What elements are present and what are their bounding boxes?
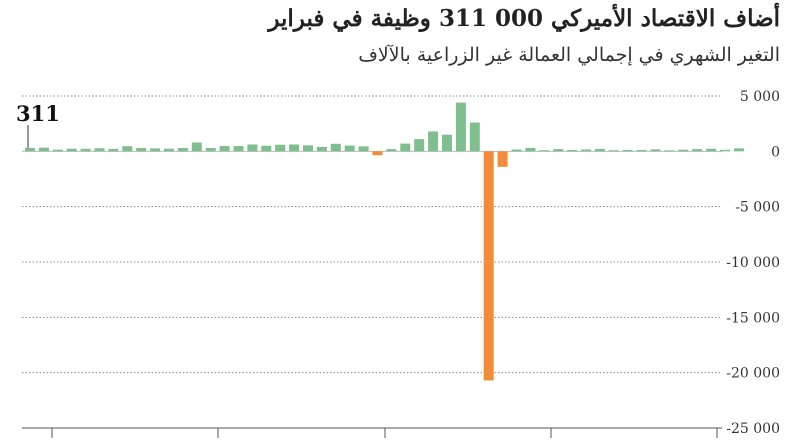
y-tick-label: -5 000 [735, 200, 780, 216]
bar [664, 150, 675, 152]
bar [261, 145, 272, 152]
bar [344, 145, 355, 152]
bar [177, 148, 188, 152]
y-tick-label: -20 000 [726, 366, 780, 382]
bar [191, 142, 202, 152]
bar [372, 151, 383, 156]
bar [706, 148, 717, 152]
bar [733, 148, 744, 152]
bar [94, 148, 105, 152]
bar [567, 150, 578, 152]
bar [275, 144, 286, 152]
bar [539, 150, 550, 152]
bar [219, 146, 230, 152]
bar [164, 148, 174, 152]
y-tick-label: 5 000 [740, 89, 780, 105]
y-tick-label: 0 [771, 144, 780, 160]
bar [400, 143, 411, 152]
bar [442, 134, 452, 152]
bar [622, 149, 633, 152]
bar [289, 144, 300, 152]
y-tick-label: -25 000 [726, 421, 780, 437]
bar [511, 149, 522, 152]
bar [247, 144, 258, 152]
y-tick-label: -15 000 [726, 310, 780, 326]
bar [358, 146, 369, 152]
bar [386, 149, 397, 152]
chart-subtitle: التغير الشهري في إجمالي العمالة غير الزر… [358, 44, 780, 66]
bar [414, 139, 425, 152]
bar [553, 149, 564, 152]
bar [108, 148, 119, 152]
bar [205, 148, 216, 152]
x-axis [22, 427, 722, 438]
bar [636, 150, 647, 152]
bar [52, 149, 63, 152]
bar [25, 147, 35, 152]
bar [720, 149, 730, 152]
annotation-label: 311 [16, 101, 60, 126]
bar [233, 146, 244, 152]
bar [497, 151, 508, 167]
bar [428, 131, 439, 152]
bar [66, 148, 77, 152]
bar [678, 149, 689, 152]
bar [150, 148, 161, 152]
bar [38, 147, 49, 152]
bars [25, 102, 744, 381]
grid-lines [22, 95, 722, 429]
chart-title: أضاف الاقتصاد الأميركي 000 311 وظيفة في … [268, 5, 780, 32]
bar [581, 149, 591, 152]
bar [608, 150, 619, 152]
bar [692, 149, 703, 152]
y-tick-label: -10 000 [726, 255, 780, 271]
bar [594, 148, 605, 152]
bar [650, 149, 661, 152]
bar [469, 122, 480, 152]
bar [455, 102, 466, 152]
y-axis-labels: 5 000 0 -5 000 -10 000 -15 000 -20 000 -25 000 [726, 89, 780, 437]
bar [80, 148, 91, 152]
bar [483, 151, 494, 381]
bar [303, 145, 313, 152]
annotation: 311 [16, 101, 60, 148]
bar [136, 148, 147, 152]
bar [122, 146, 133, 152]
bar [330, 143, 341, 152]
bar [316, 146, 327, 152]
bar [525, 147, 536, 152]
